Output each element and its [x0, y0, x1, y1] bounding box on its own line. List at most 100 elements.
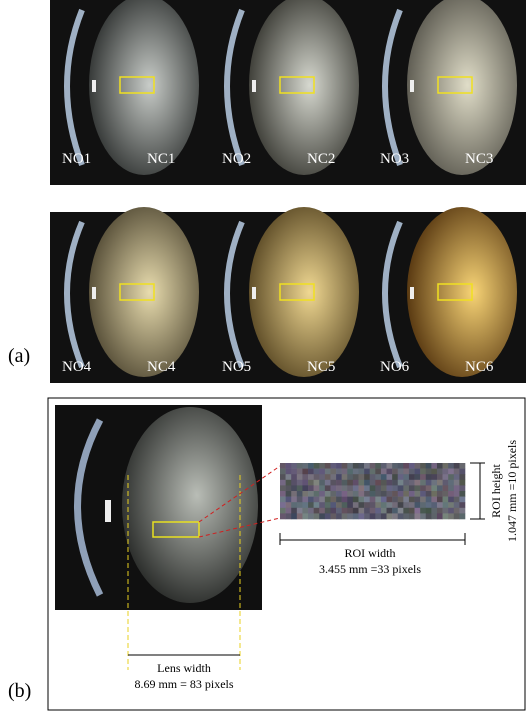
roi-pixel: [403, 508, 409, 514]
figure: NO1NC1NO2NC2NO3NC3NO4NC4NO5NC5NO6NC6 (a)…: [0, 0, 530, 713]
roi-pixel: [437, 502, 443, 508]
roi-pixel: [347, 480, 353, 486]
roi-pixel: [358, 513, 364, 519]
roi-pixel: [330, 485, 336, 491]
roi-pixel: [443, 491, 449, 497]
roi-pixel: [381, 497, 387, 503]
roi-pixel: [291, 497, 297, 503]
roi-pixel: [364, 491, 370, 497]
roi-pixel: [286, 469, 292, 475]
roi-pixel: [286, 480, 292, 486]
roi-pixel: [325, 485, 331, 491]
roi-pixel: [358, 474, 364, 480]
roi-pixel: [302, 502, 308, 508]
roi-pixel: [420, 491, 426, 497]
roi-pixel: [398, 513, 404, 519]
roi-pixel: [364, 513, 370, 519]
roi-pixel: [443, 497, 449, 503]
roi-pixel: [314, 508, 320, 514]
grade-label: NO1: [62, 151, 91, 167]
roi-pixel: [415, 480, 421, 486]
grade-label: NC4: [147, 359, 176, 375]
roi-pixel: [437, 485, 443, 491]
roi-pixel: [459, 485, 465, 491]
roi-pixel: [381, 491, 387, 497]
roi-pixel: [336, 463, 342, 469]
grade-label: NO3: [380, 151, 409, 167]
lens: [249, 0, 359, 175]
roi-pixel: [297, 480, 303, 486]
roi-pixel: [448, 463, 454, 469]
roi-pixel: [358, 463, 364, 469]
roi-pixel: [454, 491, 460, 497]
roi-pixel: [437, 463, 443, 469]
roi-pixel: [415, 463, 421, 469]
roi-pixel: [286, 474, 292, 480]
roi-pixel: [415, 513, 421, 519]
roi-pixel: [353, 480, 359, 486]
roi-pixel: [364, 502, 370, 508]
roi-pixel: [280, 485, 286, 491]
roi-pixel: [392, 502, 398, 508]
roi-pixel: [375, 513, 381, 519]
grade-label: NO4: [62, 359, 92, 375]
roi-pixel: [409, 480, 415, 486]
roi-pixel: [448, 502, 454, 508]
roi-pixel: [403, 469, 409, 475]
roi-pixel: [454, 480, 460, 486]
roi-pixel: [302, 474, 308, 480]
roi-pixel: [370, 474, 376, 480]
roi-pixel: [420, 508, 426, 514]
roi-pixel: [437, 480, 443, 486]
roi-pixel: [325, 474, 331, 480]
roi-pixel: [459, 491, 465, 497]
roi-pixel: [347, 485, 353, 491]
roi-pixel: [415, 508, 421, 514]
lens: [407, 0, 517, 175]
roi-pixel: [426, 513, 432, 519]
roi-pixel: [364, 469, 370, 475]
roi-pixel: [330, 480, 336, 486]
roi-pixel: [314, 474, 320, 480]
roi-pixel: [443, 474, 449, 480]
roi-pixel: [454, 502, 460, 508]
roi-pixel: [302, 463, 308, 469]
roi-pixel: [347, 491, 353, 497]
roi-height-title: ROI height: [489, 464, 503, 518]
roi-pixel: [370, 463, 376, 469]
roi-pixel: [291, 513, 297, 519]
roi-pixel: [454, 474, 460, 480]
roi-pixel: [392, 480, 398, 486]
roi-pixel: [437, 469, 443, 475]
roi-pixel: [358, 480, 364, 486]
roi-pixel: [364, 497, 370, 503]
roi-pixel: [392, 497, 398, 503]
reflection: [92, 287, 96, 299]
roi-pixel: [454, 485, 460, 491]
roi-pixel: [358, 491, 364, 497]
roi-pixel: [387, 485, 393, 491]
roi-pixel: [448, 480, 454, 486]
roi-pixel: [392, 474, 398, 480]
roi-pixel: [297, 474, 303, 480]
roi-pixel: [375, 463, 381, 469]
roi-pixel: [364, 480, 370, 486]
roi-pixel: [437, 508, 443, 514]
roi-pixel: [415, 485, 421, 491]
roi-pixel: [415, 474, 421, 480]
roi-pixel: [358, 508, 364, 514]
roi-pixel: [314, 513, 320, 519]
reflection: [105, 500, 111, 522]
roi-pixel: [415, 497, 421, 503]
roi-pixel: [454, 508, 460, 514]
roi-pixel: [330, 508, 336, 514]
roi-pixel: [314, 463, 320, 469]
roi-pixel: [375, 485, 381, 491]
roi-pixel: [454, 463, 460, 469]
roi-pixel: [347, 502, 353, 508]
roi-pixel: [280, 474, 286, 480]
roi-pixel: [370, 508, 376, 514]
roi-pixel: [347, 463, 353, 469]
roi-pixel: [459, 502, 465, 508]
roi-pixel: [353, 463, 359, 469]
